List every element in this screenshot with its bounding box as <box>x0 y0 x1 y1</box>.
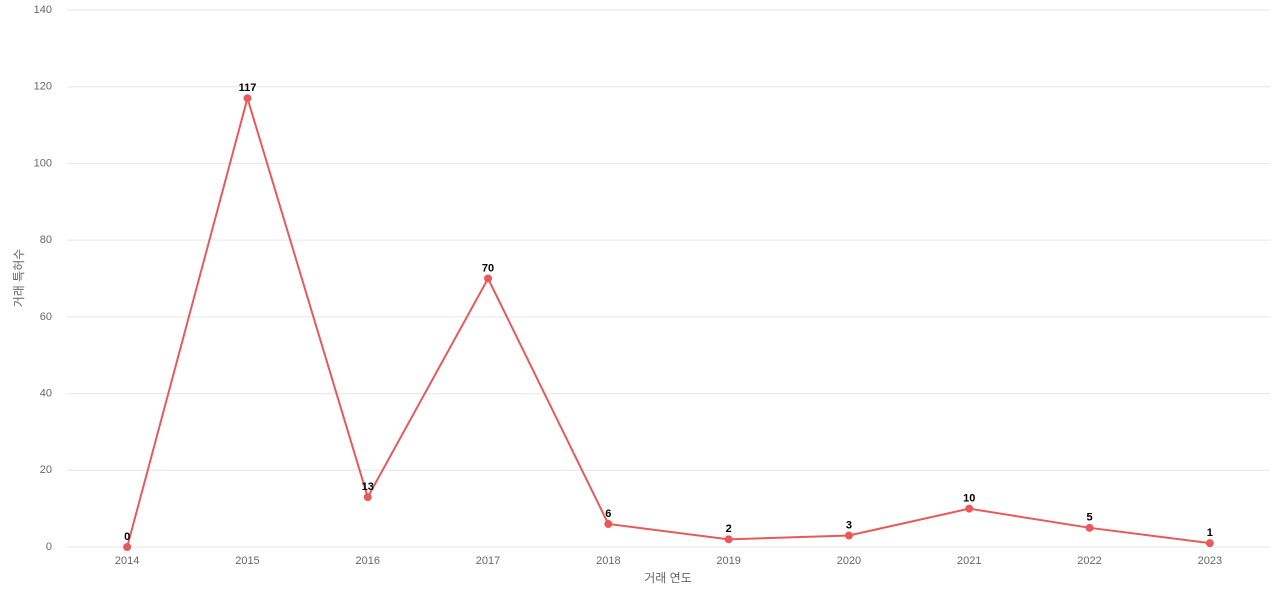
x-tick-label: 2023 <box>1198 555 1222 567</box>
x-tick-label: 2015 <box>235 555 259 567</box>
value-label: 3 <box>846 519 852 531</box>
value-label: 10 <box>963 493 975 505</box>
value-label: 1 <box>1207 527 1213 539</box>
value-label: 13 <box>362 481 374 493</box>
point <box>1085 523 1094 532</box>
y-axis-label: 거래 특허수 <box>12 249 26 308</box>
point <box>484 274 493 283</box>
x-tick-label: 2016 <box>356 555 380 567</box>
x-tick-label: 2021 <box>957 555 981 567</box>
x-tick-label: 2019 <box>716 555 740 567</box>
point <box>363 493 372 502</box>
y-tick-label: 80 <box>40 234 52 246</box>
x-tick-label: 2022 <box>1077 555 1101 567</box>
y-tick-label: 40 <box>40 387 52 399</box>
value-label: 117 <box>239 82 257 94</box>
x-tick-label: 2014 <box>115 555 139 567</box>
x-tick-label: 2020 <box>837 555 861 567</box>
y-tick-label: 100 <box>34 157 52 169</box>
value-label: 5 <box>1086 512 1092 524</box>
x-tick-label: 2018 <box>596 555 620 567</box>
y-tick-label: 120 <box>34 81 52 93</box>
y-tick-label: 140 <box>34 4 52 16</box>
x-tick-label: 2017 <box>476 555 500 567</box>
x-axis-label: 거래 연도 <box>644 571 692 585</box>
line <box>126 94 1210 548</box>
point <box>243 94 252 103</box>
point <box>604 519 613 528</box>
y-tick-label: 20 <box>40 464 52 476</box>
point <box>123 543 132 551</box>
point <box>724 535 733 544</box>
y-tick-label: 60 <box>40 311 52 323</box>
value-label: 2 <box>726 523 732 535</box>
point <box>1205 539 1214 548</box>
point <box>965 504 974 513</box>
value-label: 6 <box>605 508 611 520</box>
y-tick-label: 0 <box>46 541 52 553</box>
value-label: 70 <box>482 262 494 274</box>
value-label: 0 <box>124 531 130 543</box>
point <box>844 531 853 540</box>
